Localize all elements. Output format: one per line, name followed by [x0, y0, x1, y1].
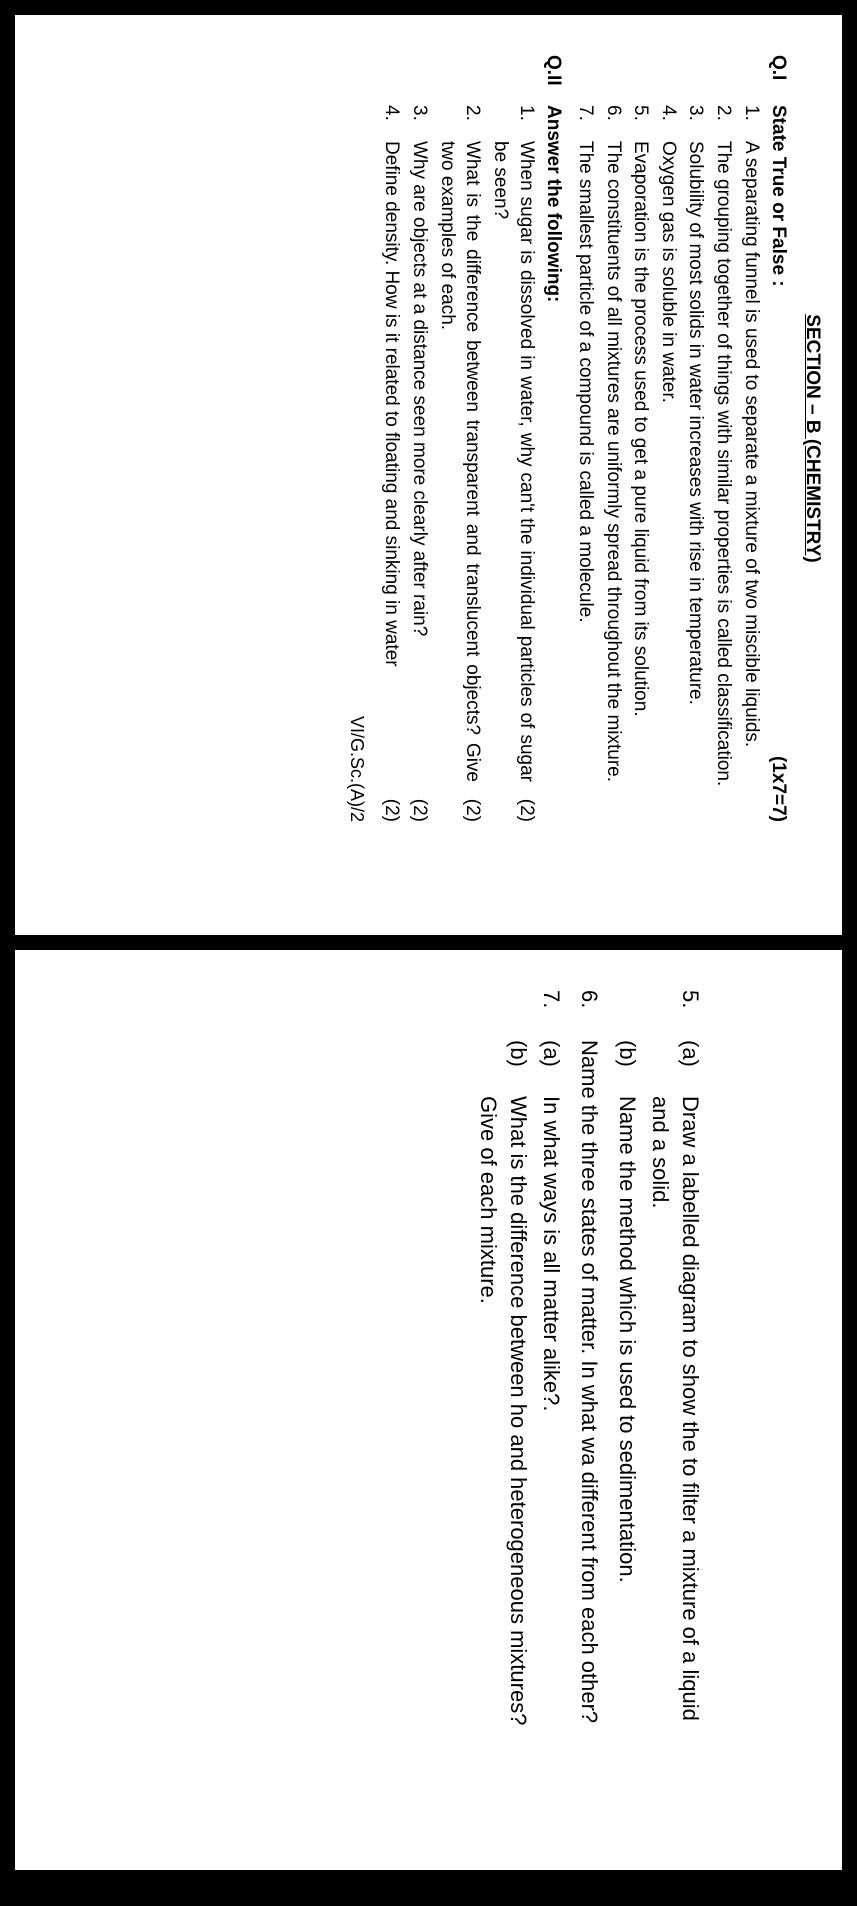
q1-item: 5.Evaporation is the process used to get…: [628, 55, 654, 822]
item-text: The grouping together of things with sim…: [710, 141, 736, 822]
q1-heading: State True or False :: [766, 105, 792, 756]
sub-text: Name the method which is used to sedimen…: [612, 1096, 642, 1757]
item-text: Solubility of most solids in water incre…: [683, 141, 709, 822]
item-number: 3.: [683, 105, 709, 141]
item-text: Evaporation is the process used to get a…: [628, 141, 654, 822]
item-number: 1.: [738, 105, 764, 141]
q1-label: Q.I: [766, 55, 792, 105]
item-number: 4.: [379, 105, 405, 141]
item-marks: (2): [406, 782, 432, 822]
item-marks: (2): [379, 782, 405, 822]
item-number: 5.: [628, 105, 654, 141]
item-number: 1.: [487, 105, 538, 141]
item-number: 2.: [710, 105, 736, 141]
item-marks: (2): [434, 782, 485, 822]
item-number: 7.: [572, 105, 598, 141]
sub-text: In what ways is all matter alike?.: [537, 1096, 567, 1757]
q1-item: 2.The grouping together of things with s…: [710, 55, 736, 822]
item-number: 3.: [406, 105, 432, 141]
item-number: 6.: [574, 990, 604, 1040]
item-text: Oxygen gas is soluble in water.: [655, 141, 681, 822]
page-footer: VI/G.Sc.(A)/2: [344, 55, 368, 822]
question-1-header: Q.I State True or False : (1x7=7): [766, 55, 792, 822]
p2-item-5b: (b) Name the method which is used to sed…: [612, 990, 642, 1757]
sub-letter: (a): [646, 1040, 705, 1096]
q1-marks: (1x7=7): [766, 756, 792, 822]
page-2: 5. (a) Draw a labelled diagram to show t…: [15, 950, 842, 1870]
item-number: 2.: [434, 105, 485, 141]
item-text: Define density. How is it related to flo…: [379, 141, 405, 782]
q2-heading: Answer the following:: [541, 105, 567, 822]
q2-label: Q.II: [541, 55, 567, 105]
q2-item: 4.Define density. How is it related to f…: [379, 55, 405, 822]
item-text: When sugar is dissolved in water, why ca…: [487, 141, 538, 782]
item-text: Name the three states of matter. In what…: [574, 1040, 604, 1757]
p2-item-7a: 7. (a) In what ways is all matter alike?…: [537, 990, 567, 1757]
sub-letter: (b): [612, 1040, 642, 1096]
item-text: The smallest particle of a compound is c…: [572, 141, 598, 822]
item-number: 6.: [600, 105, 626, 141]
sub-text: Draw a labelled diagram to show the to f…: [646, 1096, 705, 1757]
q2-item: 2.What is the difference between transpa…: [434, 55, 485, 822]
item-text: What is the difference between transpare…: [434, 141, 485, 782]
page-2-content: 5. (a) Draw a labelled diagram to show t…: [0, 990, 825, 1757]
item-number: 5.: [646, 990, 705, 1040]
item-text: A separating funnel is used to separate …: [738, 141, 764, 822]
q1-item: 3.Solubility of most solids in water inc…: [683, 55, 709, 822]
page-1: SECTION – B (CHEMISTRY) Q.I State True o…: [15, 15, 842, 935]
p2-item-7b: (b) What is the difference between ho an…: [473, 990, 532, 1757]
sub-letter: (a): [537, 1040, 567, 1096]
sub-letter: (b): [473, 1040, 532, 1096]
q2-item: 3.Why are objects at a distance seen mor…: [406, 55, 432, 822]
item-number: 4.: [655, 105, 681, 141]
item-text: The constituents of all mixtures are uni…: [600, 141, 626, 822]
section-header: SECTION – B (CHEMISTRY): [799, 55, 825, 822]
question-2-header: Q.II Answer the following:: [541, 55, 567, 822]
item-text: Why are objects at a distance seen more …: [406, 141, 432, 782]
item-number: 7.: [537, 990, 567, 1040]
q1-item: 1.A separating funnel is used to separat…: [738, 55, 764, 822]
item-marks: (2): [487, 782, 538, 822]
page-1-content: SECTION – B (CHEMISTRY) Q.I State True o…: [0, 55, 825, 822]
p2-item-6: 6. Name the three states of matter. In w…: [574, 990, 604, 1757]
q1-item: 7.The smallest particle of a compound is…: [572, 55, 598, 822]
sub-text: What is the difference between ho and he…: [473, 1096, 532, 1757]
q1-item: 6.The constituents of all mixtures are u…: [600, 55, 626, 822]
q2-item: 1.When sugar is dissolved in water, why …: [487, 55, 538, 822]
p2-item-5a: 5. (a) Draw a labelled diagram to show t…: [646, 990, 705, 1757]
q1-item: 4.Oxygen gas is soluble in water.: [655, 55, 681, 822]
